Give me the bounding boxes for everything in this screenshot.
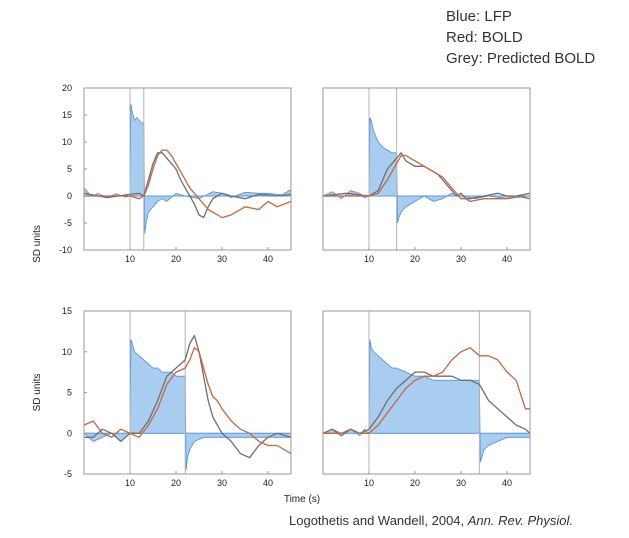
x-tick-label: 30 [456, 478, 466, 488]
panel-frame [83, 87, 292, 251]
lfp-area [84, 339, 291, 470]
y-axis-label: SD units [32, 374, 43, 412]
y-tick-label: -5 [64, 469, 72, 479]
plot-area [84, 311, 291, 474]
y-tick-label: 10 [62, 137, 72, 147]
legend-bold: Red: BOLD [446, 29, 523, 46]
x-tick-label: 20 [171, 478, 181, 488]
plot-area [323, 88, 530, 250]
bold-line [323, 154, 530, 203]
x-tick-label: 40 [263, 478, 273, 488]
plot-area [84, 88, 291, 250]
lfp-area [323, 117, 530, 224]
panel-frame [322, 310, 531, 475]
x-tick-label: 10 [364, 478, 374, 488]
x-tick-label: 40 [502, 254, 512, 264]
chart-panel-top-right: 10 20 30 40 [322, 87, 531, 264]
y-tick-label: 10 [62, 347, 72, 357]
y-tick-label: 15 [62, 306, 72, 316]
bold-line [84, 149, 291, 219]
y-axis-label: SD units [32, 225, 43, 263]
x-tick-label: 10 [364, 254, 374, 264]
legend-predicted: Grey: Predicted BOLD [446, 50, 596, 67]
x-axis-label: Time (s) [284, 494, 320, 505]
chart-panel-bottom-left: 10 20 30 40 -5 0 5 10 15 SD units [32, 306, 292, 488]
y-tick-label: 5 [67, 388, 72, 398]
y-tick-label: 15 [62, 110, 72, 120]
bold-line [323, 347, 530, 434]
bold-line [84, 347, 291, 455]
citation: Logothetis and Wandell, 2004, Ann. Rev. … [289, 513, 573, 528]
y-tick-label: -5 [64, 218, 72, 228]
lfp-area [84, 104, 291, 234]
chart-panel-top-left: 10 20 30 40 -10 -5 0 5 10 15 20 SD units [32, 83, 292, 264]
citation-journal: Ann. Rev. Physiol. [467, 513, 574, 528]
x-tick-label: 10 [125, 254, 135, 264]
lfp-area [323, 339, 530, 462]
y-tick-label: 20 [62, 83, 72, 93]
y-tick-label: 0 [67, 191, 72, 201]
predicted-bold-line [84, 334, 291, 459]
x-tick-label: 30 [217, 254, 227, 264]
y-tick-label: 5 [67, 164, 72, 174]
x-tick-label: 10 [125, 478, 135, 488]
citation-authors: Logothetis and Wandell, 2004, [289, 513, 468, 528]
figure-panels: 10 20 30 40 -10 -5 0 5 10 15 20 SD units 10 20 30 40 10 2… [32, 83, 531, 505]
x-tick-label: 40 [502, 478, 512, 488]
plot-area [323, 311, 530, 474]
x-tick-label: 30 [217, 478, 227, 488]
chart-panel-bottom-right: 10 20 30 40 Time (s) [284, 310, 531, 505]
x-tick-label: 30 [456, 254, 466, 264]
x-tick-label: 20 [171, 254, 181, 264]
x-tick-label: 20 [410, 478, 420, 488]
panel-frame [322, 87, 531, 251]
x-tick-label: 20 [410, 254, 420, 264]
y-tick-label: -10 [59, 245, 72, 255]
legend-lfp: Blue: LFP [446, 8, 512, 25]
predicted-bold-line [84, 152, 291, 219]
y-tick-label: 0 [67, 428, 72, 438]
x-tick-label: 40 [263, 254, 273, 264]
